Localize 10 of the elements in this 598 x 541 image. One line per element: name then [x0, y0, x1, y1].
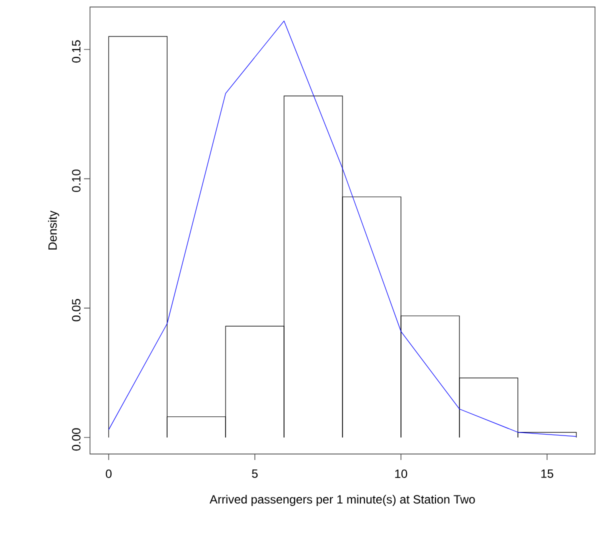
y-axis-title: Density	[48, 210, 60, 250]
y-tick-label: 0.15	[72, 40, 80, 63]
x-tick-label: 10	[395, 470, 408, 478]
x-tick-label: 0	[106, 470, 112, 478]
y-tick-label: 0.00	[72, 428, 80, 451]
x-tick-label: 15	[541, 470, 554, 478]
x-tick-label: 5	[252, 470, 258, 478]
x-axis-title: Arrived passengers per 1 minute(s) at Station Two	[210, 494, 475, 506]
y-tick-label: 0.10	[72, 170, 80, 192]
y-tick-label: 0.05	[72, 298, 80, 322]
